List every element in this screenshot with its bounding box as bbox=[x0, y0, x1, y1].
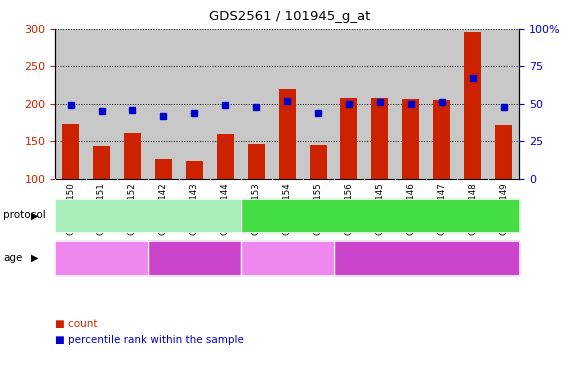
Text: GSM154152: GSM154152 bbox=[128, 182, 137, 235]
Bar bbox=[248, 144, 264, 179]
Text: GSM154156: GSM154156 bbox=[345, 182, 353, 235]
Text: ▶: ▶ bbox=[31, 210, 38, 220]
Text: GSM154150: GSM154150 bbox=[66, 182, 75, 235]
Bar bbox=[310, 145, 327, 179]
Text: GSM154151: GSM154151 bbox=[97, 182, 106, 235]
Text: GSM154142: GSM154142 bbox=[159, 182, 168, 235]
Bar bbox=[217, 134, 234, 179]
Text: 2 wk: 2 wk bbox=[88, 253, 115, 263]
Text: MAT1 ablation: MAT1 ablation bbox=[340, 210, 419, 220]
Bar bbox=[464, 32, 481, 179]
Bar bbox=[278, 89, 296, 179]
Text: GSM154144: GSM154144 bbox=[221, 182, 230, 235]
Text: GSM154145: GSM154145 bbox=[375, 182, 385, 235]
Text: GSM154153: GSM154153 bbox=[252, 182, 260, 235]
Text: ▶: ▶ bbox=[31, 253, 38, 263]
Text: age: age bbox=[3, 253, 22, 263]
Bar bbox=[155, 159, 172, 179]
Text: GSM154147: GSM154147 bbox=[437, 182, 446, 235]
Text: GSM154154: GSM154154 bbox=[282, 182, 292, 235]
Text: GDS2561 / 101945_g_at: GDS2561 / 101945_g_at bbox=[209, 10, 371, 23]
Text: protocol: protocol bbox=[3, 210, 46, 220]
Bar bbox=[340, 98, 357, 179]
Bar bbox=[186, 161, 203, 179]
Bar bbox=[62, 124, 79, 179]
Text: GSM154143: GSM154143 bbox=[190, 182, 199, 235]
Text: GSM154149: GSM154149 bbox=[499, 182, 508, 235]
Bar bbox=[371, 98, 389, 179]
Text: ■ percentile rank within the sample: ■ percentile rank within the sample bbox=[55, 335, 244, 345]
Text: control: control bbox=[129, 210, 167, 220]
Text: GSM154148: GSM154148 bbox=[468, 182, 477, 235]
Text: ■ count: ■ count bbox=[55, 319, 97, 329]
Bar bbox=[495, 125, 512, 179]
Bar bbox=[403, 99, 419, 179]
Bar bbox=[433, 100, 450, 179]
Bar bbox=[93, 146, 110, 179]
Bar bbox=[124, 133, 141, 179]
Text: GSM154155: GSM154155 bbox=[314, 182, 322, 235]
Text: 4 wk: 4 wk bbox=[413, 253, 440, 263]
Text: 2 wk: 2 wk bbox=[274, 253, 300, 263]
Text: GSM154146: GSM154146 bbox=[407, 182, 415, 235]
Text: 4 wk: 4 wk bbox=[181, 253, 208, 263]
